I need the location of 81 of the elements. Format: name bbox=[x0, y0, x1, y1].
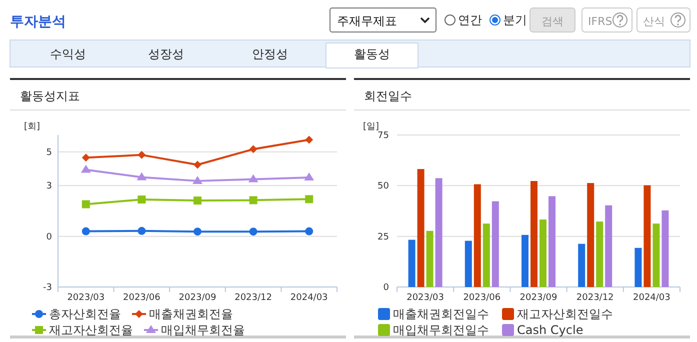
bar bbox=[587, 183, 594, 287]
y-tick-label: 3 bbox=[46, 182, 52, 192]
y-tick-label: 5 bbox=[46, 148, 52, 158]
point bbox=[136, 172, 147, 180]
text: 분기 bbox=[503, 13, 527, 27]
y-axis-title: [회] bbox=[24, 122, 40, 132]
bar bbox=[548, 196, 556, 287]
point bbox=[82, 200, 90, 208]
y-tick-label: 25 bbox=[378, 232, 389, 242]
legend-label: 매입채무회전율 bbox=[161, 323, 245, 337]
point bbox=[304, 172, 314, 181]
x-tick-label: 2023/09 bbox=[178, 293, 216, 303]
text: 수익성 bbox=[50, 47, 86, 61]
bar bbox=[426, 230, 434, 287]
bar bbox=[652, 224, 660, 287]
chart-title: 활동성지표 bbox=[20, 89, 80, 103]
text: IFRS bbox=[588, 15, 612, 28]
x-tick-label: 2024/03 bbox=[633, 293, 670, 303]
legend-label: 재고자산회전율 bbox=[49, 323, 133, 337]
x-tick-label: 2023/12 bbox=[234, 293, 272, 303]
x-tick-label: 2023/06 bbox=[463, 293, 501, 303]
x-tick-label: 2023/03 bbox=[67, 293, 105, 303]
text: 안정성 bbox=[252, 47, 288, 61]
x-tick-label: 2023/12 bbox=[576, 293, 614, 303]
point bbox=[249, 228, 258, 236]
bar bbox=[605, 205, 612, 287]
bar bbox=[596, 222, 604, 287]
bar bbox=[417, 169, 424, 287]
y-tick-label: 0 bbox=[46, 232, 52, 242]
legend-label: 매출채권회전율 bbox=[149, 307, 233, 321]
point bbox=[80, 164, 91, 173]
bar bbox=[474, 184, 481, 287]
bar bbox=[482, 224, 490, 287]
text: 주재무제표 bbox=[337, 14, 397, 28]
point bbox=[82, 227, 90, 236]
bar bbox=[634, 248, 642, 287]
text: 활동성 bbox=[354, 47, 390, 61]
text: 연간 bbox=[458, 13, 482, 27]
x-tick-label: 2024/03 bbox=[290, 293, 328, 303]
bar bbox=[435, 178, 442, 287]
y-tick-label: 50 bbox=[378, 182, 390, 192]
x-tick-label: 2023/03 bbox=[406, 293, 444, 303]
point bbox=[192, 176, 202, 184]
point bbox=[138, 150, 146, 159]
point bbox=[194, 160, 202, 169]
bar bbox=[464, 240, 472, 287]
x-tick-label: 2023/09 bbox=[520, 293, 558, 303]
legend-label: 매입채무회전일수 bbox=[393, 323, 489, 337]
bar bbox=[408, 240, 416, 287]
point bbox=[82, 154, 90, 162]
bar bbox=[492, 201, 499, 287]
point bbox=[138, 226, 146, 235]
y-tick-label: 0 bbox=[383, 283, 390, 293]
text: 성장성 bbox=[148, 47, 184, 61]
chart-title: 회전일수 bbox=[364, 89, 412, 103]
legend-label: Cash Cycle bbox=[517, 323, 584, 337]
point bbox=[305, 227, 314, 236]
point bbox=[305, 136, 314, 144]
y-tick-label: 75 bbox=[378, 131, 389, 141]
text: 산식 bbox=[643, 15, 665, 28]
legend-label: 재고자산회전일수 bbox=[517, 307, 613, 321]
bar bbox=[662, 210, 669, 287]
x-tick-label: 2023/06 bbox=[123, 293, 161, 303]
y-tick-label: -3 bbox=[43, 283, 52, 293]
text: 투자분석 bbox=[10, 14, 66, 30]
bar bbox=[644, 185, 651, 287]
y-axis-title: [일] bbox=[363, 122, 380, 132]
legend-label: 매출채권회전일수 bbox=[393, 307, 489, 321]
bar bbox=[578, 244, 586, 287]
bar bbox=[540, 220, 546, 287]
point bbox=[194, 196, 202, 205]
point bbox=[249, 196, 258, 204]
point bbox=[249, 145, 258, 154]
point bbox=[305, 195, 314, 204]
bar bbox=[522, 234, 528, 287]
legend-label: 총자산회전율 bbox=[49, 307, 121, 321]
point bbox=[248, 174, 258, 182]
point bbox=[138, 196, 146, 204]
text: 검색 bbox=[542, 15, 564, 28]
point bbox=[194, 228, 202, 236]
bar bbox=[530, 181, 538, 287]
